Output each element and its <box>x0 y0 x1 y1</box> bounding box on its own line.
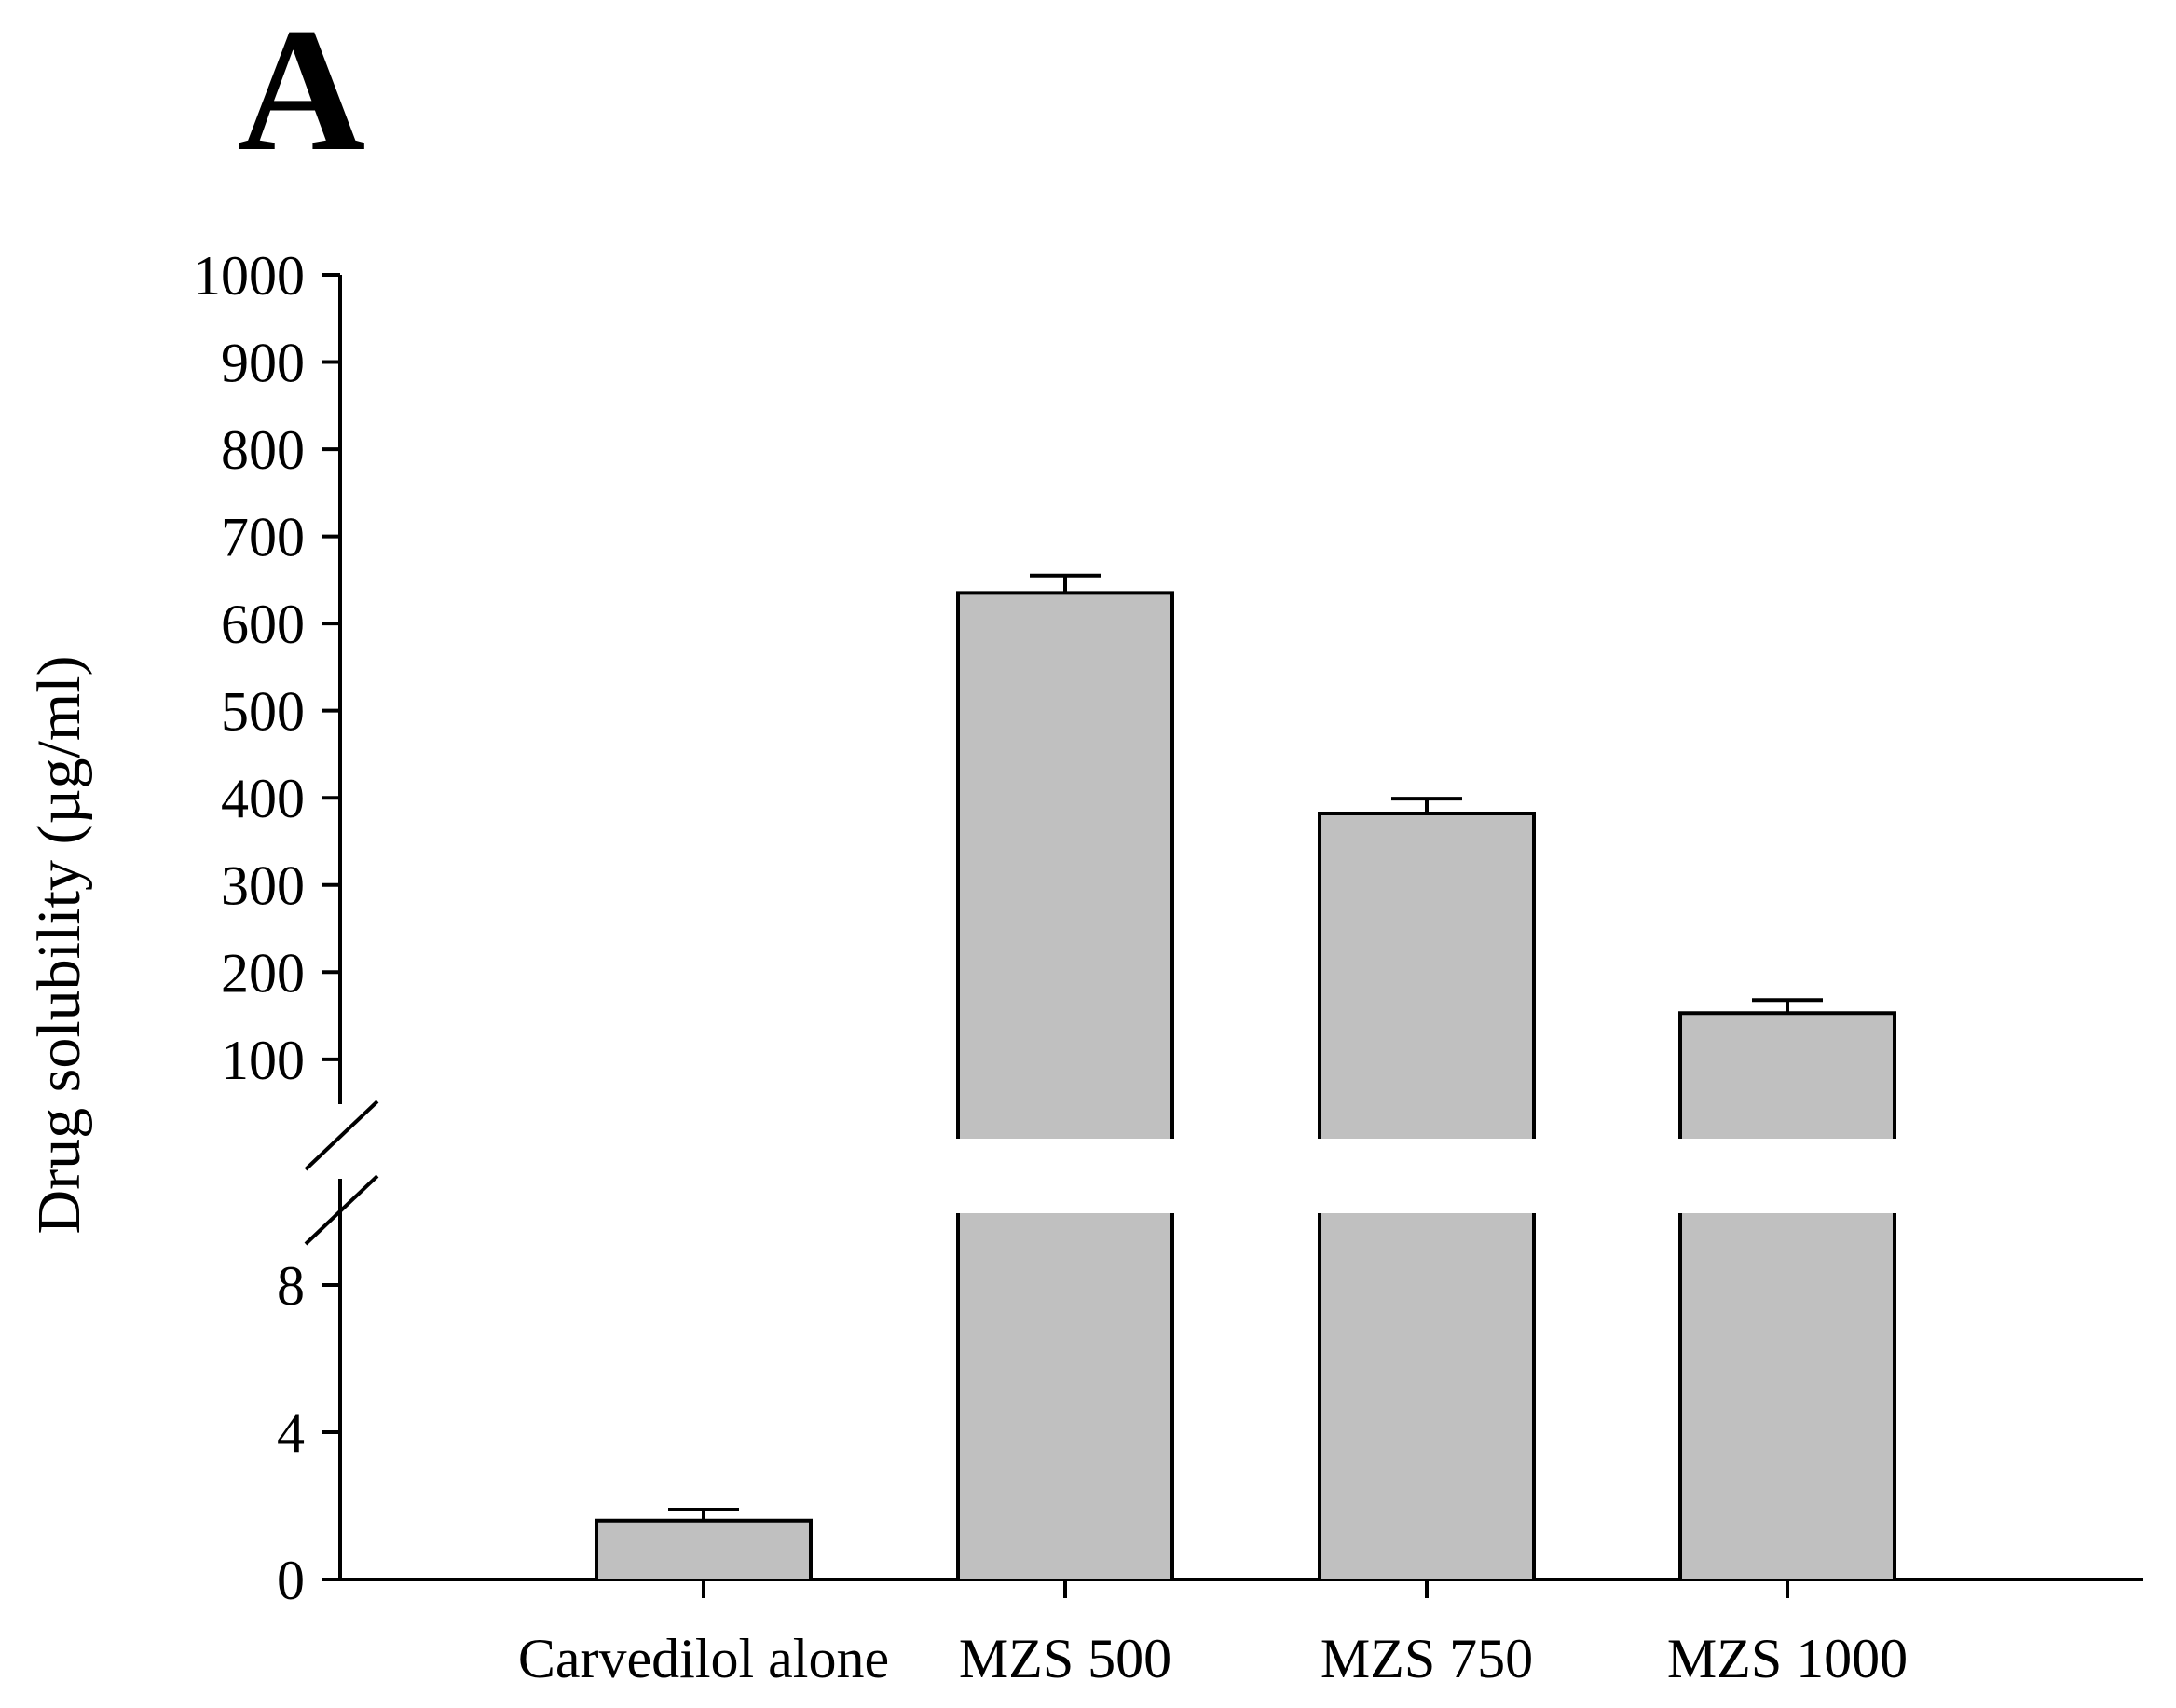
panel-label: A <box>238 0 365 188</box>
x-tick-label: MZS 750 <box>1321 1628 1533 1689</box>
y-tick-label: 4 <box>277 1402 305 1464</box>
y-axis-label: Drug solubility (µg/ml) <box>25 655 93 1234</box>
axis-break-mark-lower <box>304 1174 379 1246</box>
axis-break-mark-upper <box>304 1100 379 1171</box>
bar-upper <box>1680 1013 1895 1139</box>
x-tick-label: MZS 1000 <box>1667 1628 1908 1689</box>
y-tick-label: 600 <box>221 594 305 655</box>
y-tick-label: 100 <box>221 1030 305 1091</box>
y-tick-label: 300 <box>221 855 305 917</box>
y-tick-label: 200 <box>221 942 305 1004</box>
y-tick-label: 400 <box>221 768 305 829</box>
bar-upper <box>958 593 1172 1139</box>
bar-lower <box>1320 1213 1534 1579</box>
y-ticks: 0 4 8 100 200 300 400 500 600 700 800 900 1000 <box>193 245 340 1611</box>
y-tick-label: 800 <box>221 419 305 481</box>
bars <box>595 573 1896 1579</box>
y-tick-label: 900 <box>221 333 305 394</box>
y-tick-label: 1000 <box>193 245 305 307</box>
bar-lower <box>958 1213 1172 1579</box>
y-tick-label: 500 <box>221 681 305 743</box>
x-tick-label: Carvedilol alone <box>518 1628 889 1689</box>
y-tick-label: 700 <box>221 507 305 568</box>
x-tick-label: MZS 500 <box>959 1628 1171 1689</box>
bar <box>596 1520 811 1579</box>
y-tick-label: 0 <box>277 1550 305 1611</box>
x-tick-labels: Carvedilol alone MZS 500 MZS 750 MZS 1000 <box>518 1628 1908 1689</box>
y-tick-label: 8 <box>277 1255 305 1317</box>
bar-lower <box>1680 1213 1895 1579</box>
bar-upper <box>1320 813 1534 1139</box>
